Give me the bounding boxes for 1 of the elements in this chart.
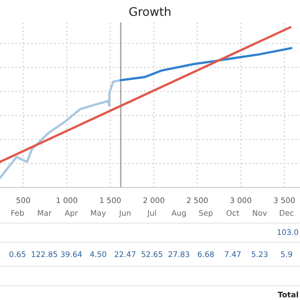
chart-title: Growth (129, 6, 170, 16)
